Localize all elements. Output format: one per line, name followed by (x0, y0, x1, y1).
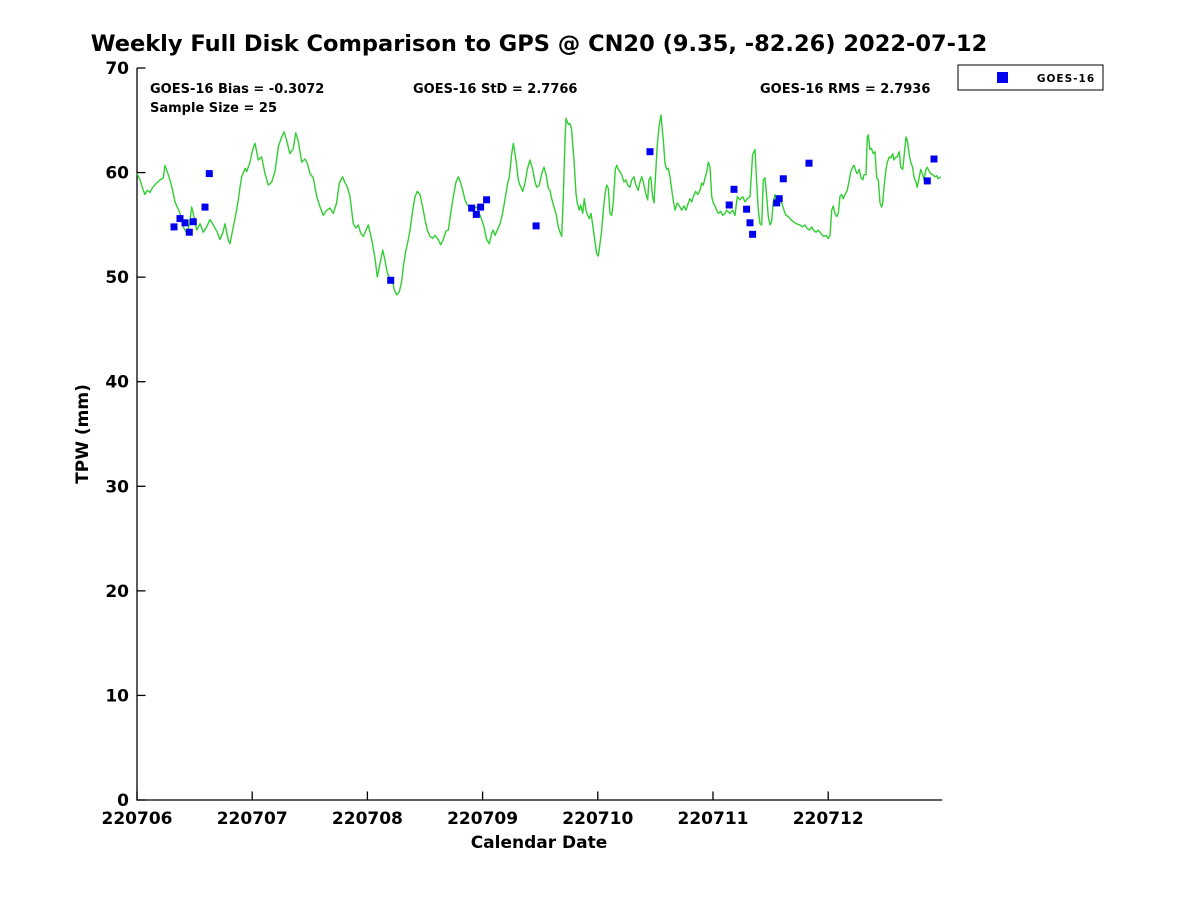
goes16-marker (805, 159, 813, 167)
legend-goes16-label: GOES-16 (1037, 73, 1095, 85)
stat-std: GOES-16 StD = 2.7766 (413, 82, 577, 97)
goes16-marker (930, 155, 938, 163)
stat-sample-size: Sample Size = 25 (150, 101, 277, 116)
y-tick-label: 40 (105, 373, 129, 393)
goes16-marker (773, 199, 781, 207)
x-tick-label: 220708 (332, 809, 403, 829)
goes16-marker (468, 204, 476, 212)
goes16-marker (387, 276, 395, 284)
x-axis-title: Calendar Date (471, 833, 608, 853)
y-tick-label: 0 (117, 791, 129, 811)
goes16-marker (176, 215, 184, 223)
y-tick-label: 60 (105, 164, 129, 184)
chart-title: Weekly Full Disk Comparison to GPS @ CN2… (91, 31, 988, 57)
stat-bias: GOES-16 Bias = -0.3072 (150, 82, 324, 97)
goes16-marker (749, 230, 757, 238)
legend-box (957, 64, 1104, 91)
y-tick-label: 70 (105, 59, 129, 79)
goes16-marker (181, 219, 189, 227)
y-tick-label: 30 (105, 477, 129, 497)
goes16-marker (483, 196, 491, 204)
goes16-marker (743, 205, 751, 213)
y-tick-label: 10 (105, 686, 129, 706)
goes16-marker (477, 203, 485, 211)
axis-spines (136, 68, 943, 801)
axes: 0 10 20 30 40 50 60 70 220706 220707 220708 220709 2… (102, 59, 943, 829)
gps-tpw-line (136, 114, 942, 296)
goes16-marker (472, 210, 480, 218)
x-tick-label: 220711 (678, 809, 749, 829)
y-tick-label: 50 (105, 268, 129, 288)
goes16-marker (189, 218, 197, 226)
stat-rms: GOES-16 RMS = 2.7936 (760, 82, 930, 97)
goes16-marker (201, 203, 209, 211)
goes16-marker (730, 185, 738, 193)
goes16-marker (779, 175, 787, 183)
goes16-marker (170, 223, 178, 231)
plot-series (136, 114, 942, 296)
legend: GOES-16 (957, 64, 1104, 91)
x-tick-label: 220712 (793, 809, 864, 829)
goes16-marker (205, 170, 213, 178)
y-axis-title: TPW (mm) (73, 384, 93, 484)
goes16-marker (775, 195, 783, 203)
goes16-marker (532, 222, 540, 230)
x-tick-label: 220710 (562, 809, 633, 829)
x-tick-label: 220706 (102, 809, 173, 829)
x-tick-label: 220709 (447, 809, 518, 829)
goes16-marker (185, 228, 193, 236)
goes16-marker (923, 177, 931, 185)
legend-goes16-marker-icon (997, 72, 1008, 83)
goes16-marker (746, 219, 754, 227)
y-tick-label: 20 (105, 582, 129, 602)
goes16-marker (646, 148, 654, 156)
goes16-marker (725, 201, 733, 209)
x-tick-label: 220707 (217, 809, 288, 829)
